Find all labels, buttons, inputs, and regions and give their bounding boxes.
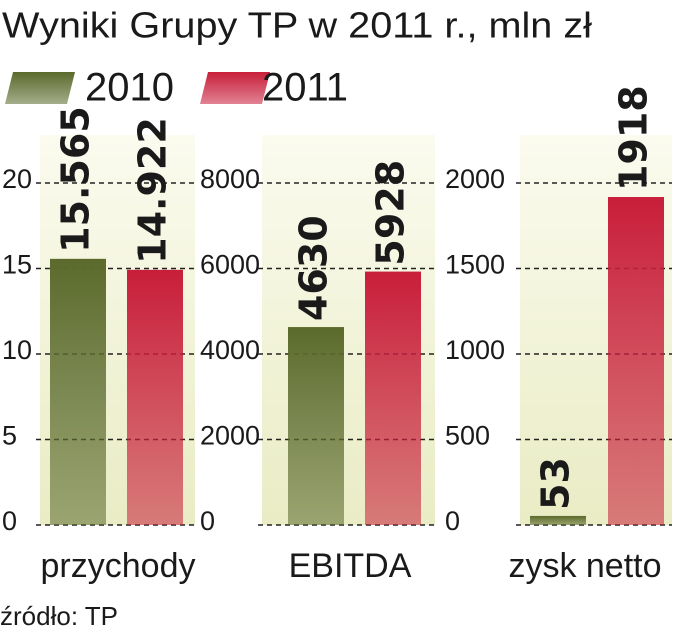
source: źródło: TP: [0, 601, 118, 631]
y-tick-label: 6000: [200, 250, 260, 280]
bar: [288, 327, 344, 525]
legend-label: 2011: [262, 66, 348, 110]
value-label: 53: [534, 457, 578, 510]
y-tick-label: 5: [2, 421, 17, 451]
y-tick-label: 8000: [200, 164, 260, 194]
y-tick-label: 20: [2, 164, 32, 194]
x-tick-label: przychody: [41, 547, 196, 585]
value-label: 15.565: [54, 106, 98, 253]
x-tick-label: zysk netto: [508, 547, 661, 585]
value-label: 5928: [369, 160, 413, 266]
legend-swatch: [5, 72, 75, 104]
y-tick-label: 2000: [200, 421, 260, 451]
value-label: 14.922: [131, 117, 175, 264]
bar: [608, 197, 664, 525]
y-tick-label: 1000: [445, 335, 505, 365]
bar: [127, 269, 183, 525]
chart-title: Wyniki Grupy TP w 2011 r., mln zł: [2, 5, 592, 46]
y-tick-label: 10: [2, 335, 32, 365]
y-tick-label: 4000: [200, 335, 260, 365]
bar: [50, 258, 106, 525]
y-tick-label: 0: [445, 506, 460, 536]
y-tick-label: 1500: [445, 250, 505, 280]
bar: [530, 515, 586, 525]
y-tick-label: 0: [2, 506, 17, 536]
legend-label: 2010: [85, 66, 174, 110]
legend-swatch: [200, 72, 270, 104]
y-tick-label: 500: [445, 421, 490, 451]
bar: [365, 271, 421, 525]
y-tick-label: 2000: [445, 164, 505, 194]
value-label: 1918: [612, 85, 656, 191]
x-tick-label: EBITDA: [289, 547, 412, 585]
y-tick-label: 15: [2, 250, 32, 280]
value-label: 4630: [292, 215, 336, 321]
y-tick-label: 0: [200, 506, 215, 536]
